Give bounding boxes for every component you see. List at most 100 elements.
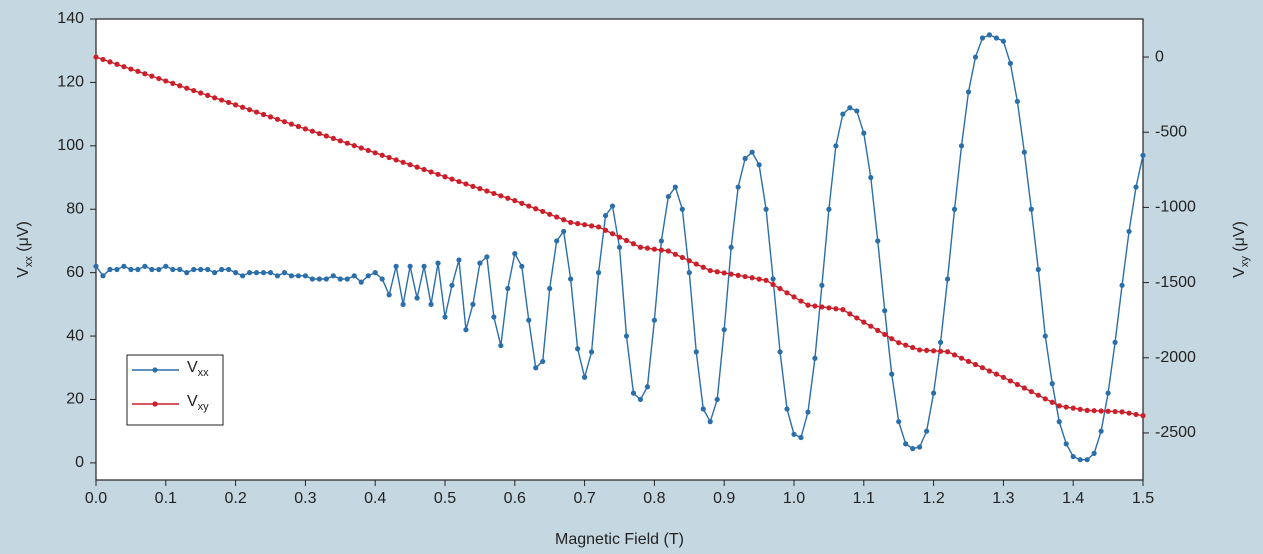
data-point <box>588 349 595 355</box>
data-point <box>979 35 986 41</box>
data-point <box>379 276 385 282</box>
data-point <box>407 263 413 269</box>
data-point <box>519 263 525 269</box>
data-point <box>1098 428 1104 434</box>
data-point <box>295 273 302 279</box>
data-point <box>1035 392 1041 398</box>
data-point <box>212 95 218 101</box>
x-tick-label: 0.8 <box>643 490 665 507</box>
data-point <box>707 267 713 274</box>
data-point <box>582 222 588 228</box>
data-point <box>135 68 141 74</box>
data-point <box>1133 184 1139 190</box>
data-point <box>700 406 706 412</box>
data-point <box>253 270 260 276</box>
data-point <box>428 169 434 175</box>
y2-tick-label: -2500 <box>1155 424 1196 441</box>
data-point <box>114 61 120 67</box>
data-point <box>274 273 281 279</box>
data-point <box>351 273 357 279</box>
data-point <box>986 368 993 374</box>
data-point <box>937 348 944 354</box>
data-point <box>721 270 727 276</box>
data-point <box>540 358 546 365</box>
data-point <box>721 327 727 333</box>
data-point <box>547 285 553 292</box>
data-point <box>1035 266 1041 273</box>
data-point <box>924 347 930 353</box>
data-point <box>1133 411 1139 418</box>
data-point <box>826 305 832 311</box>
x-tick-label: 0.1 <box>155 490 177 507</box>
data-point <box>170 80 176 86</box>
data-point <box>330 135 336 141</box>
data-point <box>1084 407 1090 413</box>
data-point <box>958 355 965 361</box>
data-point <box>323 133 329 139</box>
data-point <box>1112 408 1118 415</box>
data-point <box>595 270 602 276</box>
data-point <box>163 263 169 269</box>
data-point <box>219 266 225 273</box>
data-point <box>267 114 274 120</box>
data-point <box>512 198 518 204</box>
legend: Vxx Vxy <box>126 354 224 426</box>
data-point <box>372 150 378 156</box>
data-point <box>233 102 239 108</box>
x-tick-label: 1.0 <box>783 490 805 507</box>
data-point <box>1042 333 1048 339</box>
data-point <box>365 147 371 154</box>
data-point <box>372 270 378 276</box>
data-point <box>1077 457 1083 463</box>
data-point <box>323 276 329 282</box>
data-point <box>1105 408 1111 414</box>
data-point <box>986 32 993 38</box>
x-tick-label: 1.5 <box>1132 490 1154 507</box>
legend-box <box>126 354 224 426</box>
data-point <box>770 276 776 282</box>
data-point <box>826 206 832 212</box>
data-point <box>281 119 288 125</box>
data-point <box>651 317 658 323</box>
x-tick-label: 0.9 <box>713 490 735 507</box>
data-point <box>582 374 588 380</box>
legend-marker <box>152 367 158 373</box>
data-point <box>477 186 483 192</box>
y2-tick-label: 0 <box>1155 48 1164 65</box>
data-point <box>198 90 204 96</box>
data-point <box>679 254 685 261</box>
data-point <box>1049 381 1055 387</box>
data-point <box>288 121 295 127</box>
data-point <box>93 263 99 269</box>
data-point <box>644 384 651 390</box>
data-point <box>309 276 315 282</box>
x-tick-label: 1.4 <box>1062 490 1084 507</box>
data-point <box>595 224 602 230</box>
data-point <box>972 54 979 60</box>
data-point <box>847 105 853 111</box>
data-point <box>526 317 532 323</box>
x-tick-label: 0.2 <box>224 490 246 507</box>
data-point <box>903 441 909 447</box>
data-point <box>602 227 609 233</box>
data-point <box>861 319 867 325</box>
data-point <box>637 244 644 250</box>
data-point <box>693 349 699 355</box>
data-point <box>512 251 518 257</box>
data-point <box>393 157 399 163</box>
data-point <box>784 406 790 412</box>
data-point <box>1000 38 1007 44</box>
data-point <box>1021 149 1027 155</box>
data-point <box>965 89 972 95</box>
data-point <box>1056 419 1062 425</box>
data-point <box>686 258 692 264</box>
data-point <box>658 247 664 253</box>
data-point <box>875 327 881 333</box>
data-point <box>540 208 546 215</box>
data-point <box>707 419 713 425</box>
data-point <box>1028 206 1034 212</box>
data-point <box>1126 228 1132 235</box>
data-point <box>805 409 811 415</box>
data-point <box>623 333 630 339</box>
data-point <box>184 85 190 91</box>
